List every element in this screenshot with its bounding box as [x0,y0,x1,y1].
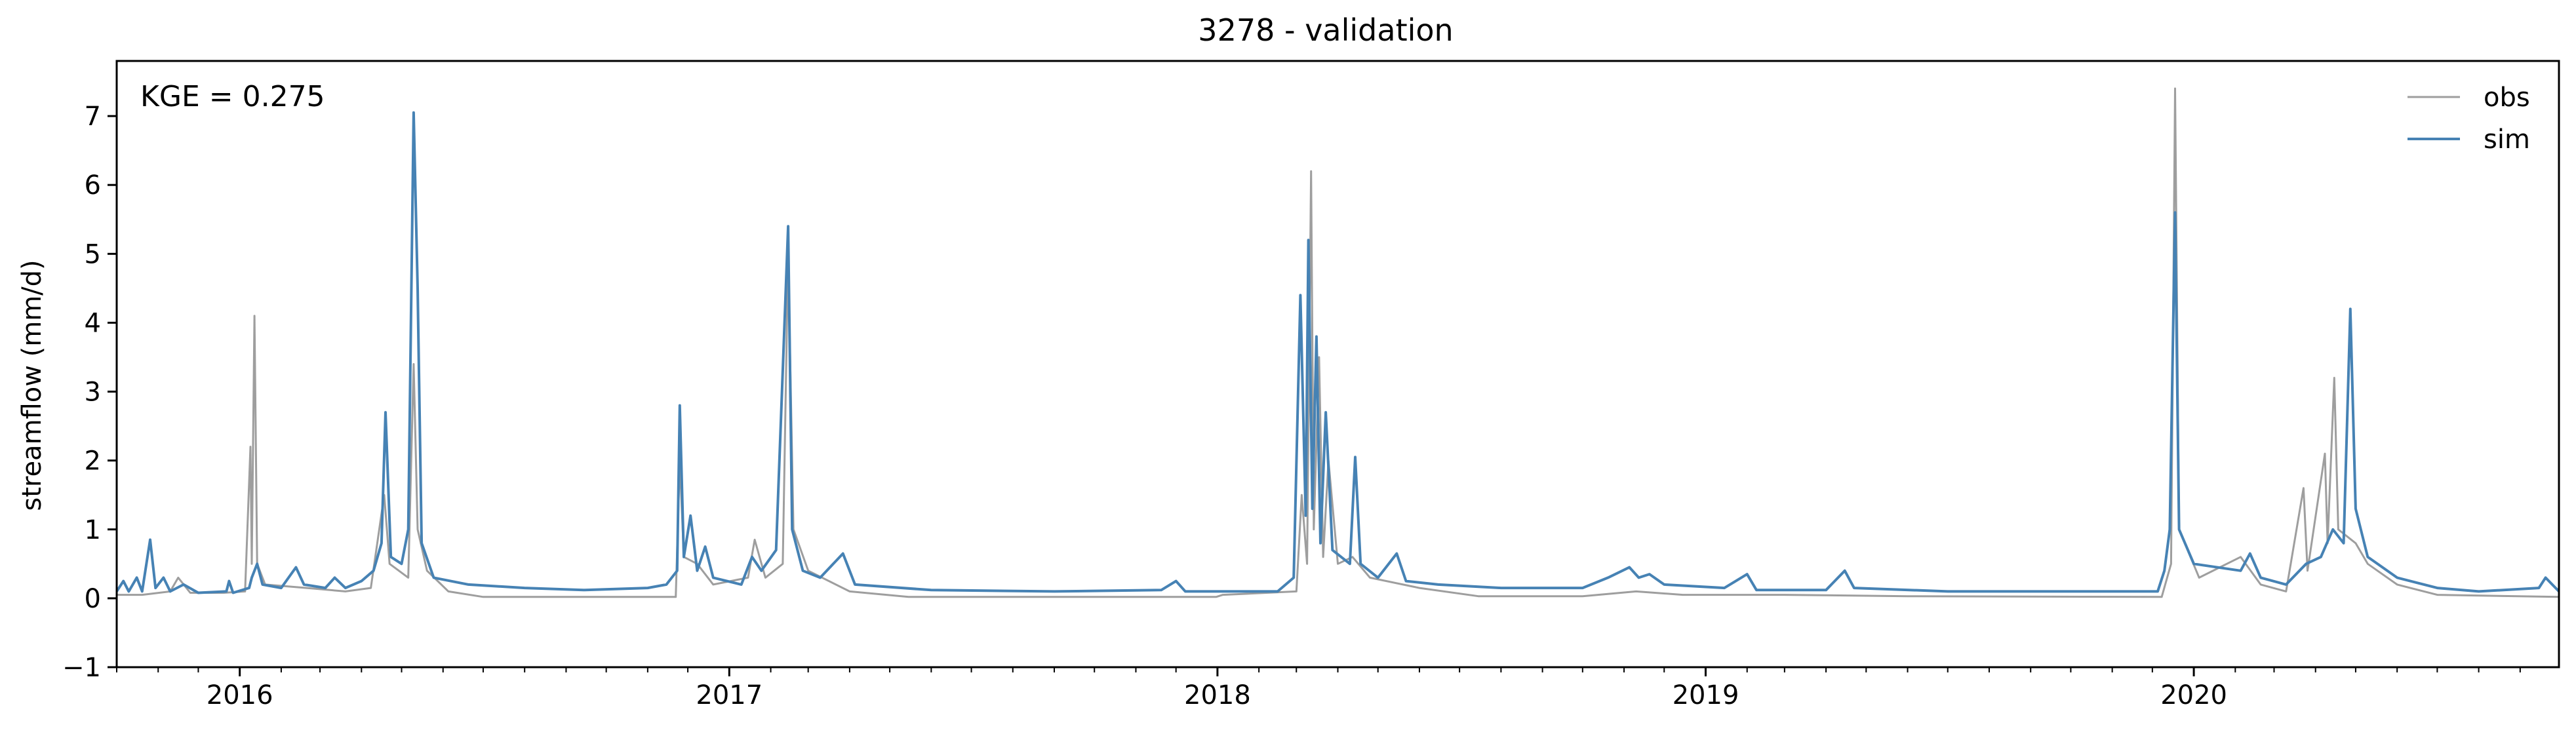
x-tick-label: 2020 [2160,680,2227,710]
y-tick-label: 2 [85,446,101,476]
legend: obs sim [2408,83,2530,155]
plot-lines [115,87,2560,598]
kge-annotation: KGE = 0.275 [140,80,325,113]
y-tick-label: 0 [85,584,101,614]
y-tick-label: 6 [85,170,101,201]
y-tick-label: −1 [62,653,101,683]
y-tick-label: 7 [85,102,101,132]
y-tick-label: 5 [85,239,101,269]
chart-title: 3278 - validation [1198,12,1453,48]
y-ticks: −1 0 1 2 3 4 5 6 7 [62,102,117,683]
y-tick-label: 1 [85,515,101,545]
y-axis-label: streamflow (mm/d) [17,260,47,511]
y-tick-label: 4 [85,308,101,338]
y-tick-label: 3 [85,378,101,408]
x-tick-label: 2019 [1673,680,1739,710]
x-tick-label: 2017 [696,680,763,710]
x-ticks: 2016 2017 2018 2019 2020 [116,667,2521,710]
legend-label-sim: sim [2484,125,2530,155]
plot-frame [115,60,2560,668]
x-tick-label: 2016 [207,680,273,710]
series-line-obs [117,87,2560,598]
x-tick-label: 2018 [1184,680,1251,710]
legend-label-obs: obs [2484,83,2530,113]
series-line-sim [115,111,2560,594]
